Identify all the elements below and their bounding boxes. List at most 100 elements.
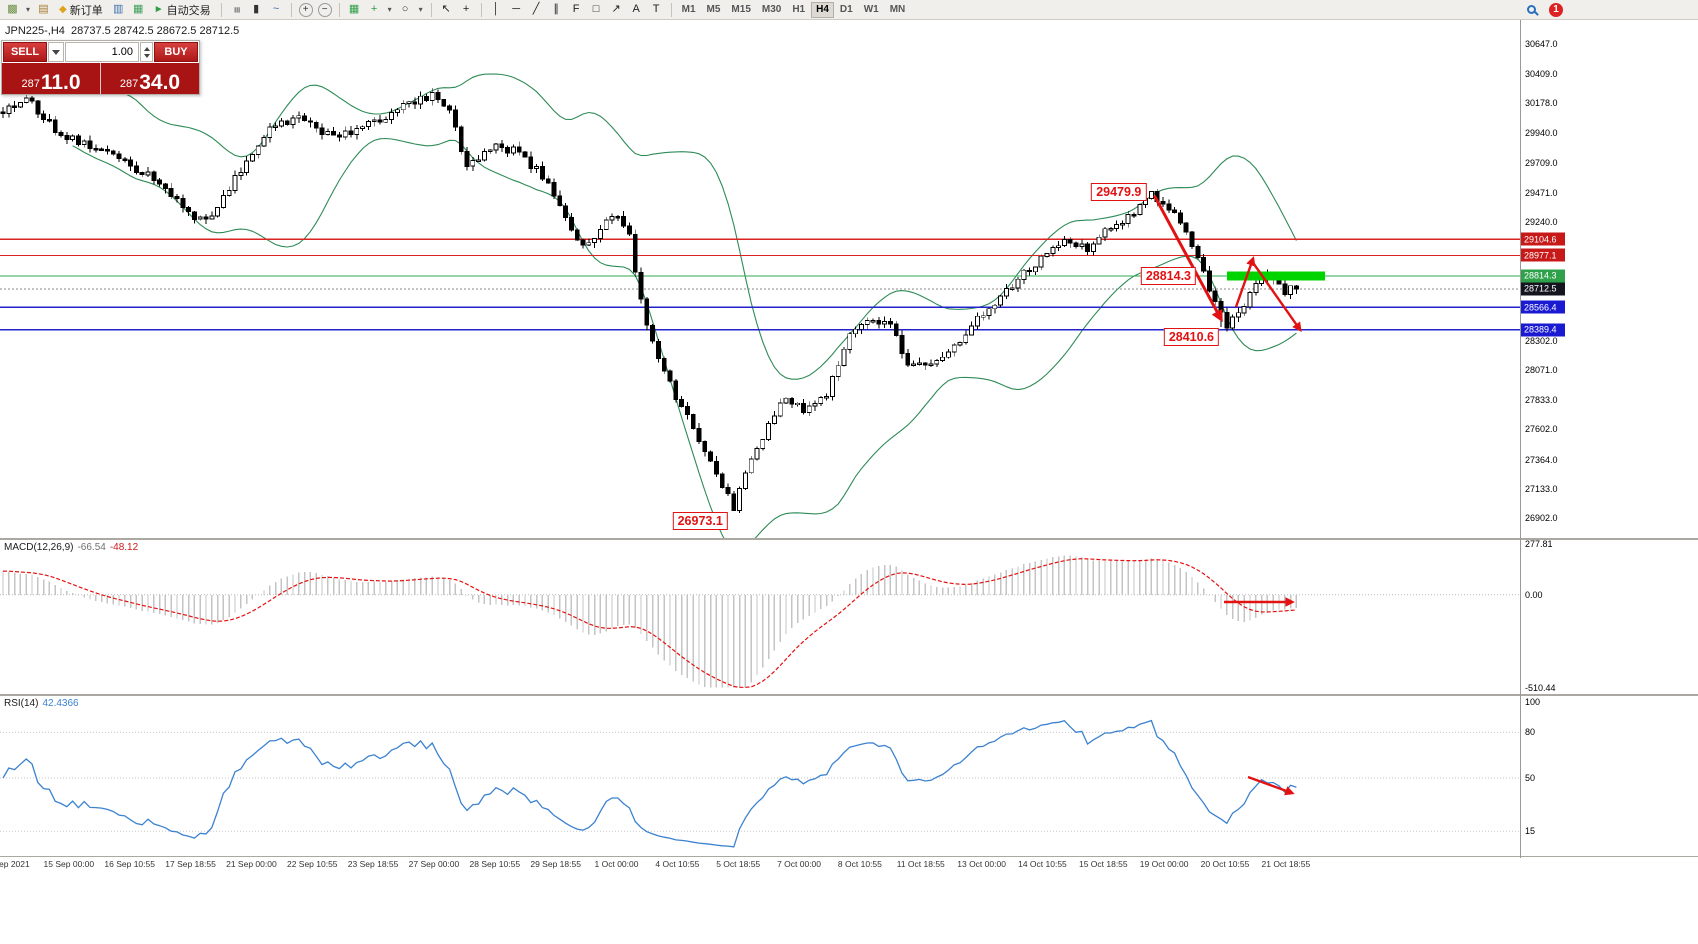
time-axis-label: 19 Oct 00:00 bbox=[1139, 859, 1189, 869]
new-chart-icon[interactable]: ▩ bbox=[7, 3, 18, 15]
cursor-icon[interactable]: ↖ bbox=[441, 3, 451, 15]
crosshair-icon[interactable]: + bbox=[462, 3, 470, 15]
timeframe-button-d1[interactable]: D1 bbox=[839, 4, 853, 15]
buy-button[interactable]: BUY bbox=[154, 42, 198, 62]
major-low-label[interactable]: 26973.1 bbox=[672, 512, 728, 530]
peak-price-label[interactable]: 29479.9 bbox=[1091, 182, 1147, 201]
macd-axis-tick: -510.44 bbox=[1525, 683, 1556, 693]
horizontal-line-icon[interactable]: ─ bbox=[512, 3, 520, 15]
notification-badge[interactable]: 1 bbox=[1549, 2, 1563, 17]
periods-icon[interactable]: ○ bbox=[401, 3, 409, 15]
tile-windows-icon[interactable]: ▦ bbox=[348, 3, 360, 15]
breakdown-low-label[interactable]: 28410.6 bbox=[1163, 328, 1219, 347]
macd-indicator-label: MACD(12,26,9) -66.54 -48.12 bbox=[4, 542, 138, 553]
volume-decrease-button[interactable] bbox=[143, 53, 150, 58]
candlesticks bbox=[0, 88, 1299, 513]
price-axis-tick: 27833.0 bbox=[1525, 395, 1558, 406]
text-icon[interactable]: A bbox=[632, 3, 640, 15]
time-axis-label: 27 Sep 00:00 bbox=[408, 859, 460, 869]
macd-signal-value: -48.12 bbox=[109, 542, 139, 553]
pivot-line-green-axis-label: 28814.3 bbox=[1521, 269, 1565, 283]
time-axis-label: 14 Oct 10:55 bbox=[1018, 859, 1067, 869]
indicators-caret-icon[interactable]: ▾ bbox=[387, 4, 392, 14]
time-axis-label: 21 Oct 18:55 bbox=[1261, 859, 1311, 869]
indicators-icon[interactable]: + bbox=[370, 3, 378, 15]
one-click-trading-panel: SELL 1.00 BUY 287 11.0 287 34.0 bbox=[1, 40, 200, 95]
macd-panel-canvas[interactable] bbox=[0, 540, 1520, 694]
price-chart-canvas[interactable] bbox=[0, 20, 1520, 538]
trendline-icon[interactable]: ╱ bbox=[532, 3, 540, 15]
bollinger-lower-band bbox=[72, 137, 1297, 538]
new-order-button[interactable]: ◆ 新订单 bbox=[54, 1, 108, 19]
auto-trading-icon: ► bbox=[153, 4, 164, 15]
pullback-price-label[interactable]: 28814.3 bbox=[1140, 266, 1196, 285]
fibonacci-icon[interactable]: F bbox=[572, 3, 580, 15]
panel-separator[interactable] bbox=[0, 538, 1698, 540]
zoom-in-icon[interactable]: + bbox=[298, 2, 313, 17]
bounce-up-arrow bbox=[1234, 256, 1256, 308]
search-icon[interactable] bbox=[1522, 1, 1541, 19]
projected-down-arrow bbox=[1251, 260, 1302, 333]
time-axis-label: 1 Oct 00:00 bbox=[594, 859, 639, 869]
volume-input[interactable]: 1.00 bbox=[65, 42, 139, 62]
time-axis-label: 15 Oct 18:55 bbox=[1078, 859, 1128, 869]
periods-caret-icon[interactable]: ▾ bbox=[418, 4, 423, 14]
time-axis-label: 23 Sep 18:55 bbox=[347, 859, 399, 869]
timeframe-button-h1[interactable]: H1 bbox=[792, 4, 806, 15]
time-axis-label: 28 Sep 10:55 bbox=[469, 859, 521, 869]
bar-chart-icon[interactable]: ≡ bbox=[230, 6, 243, 13]
timeframe-button-m5[interactable]: M5 bbox=[706, 4, 721, 15]
timeframe-button-mn[interactable]: MN bbox=[889, 4, 906, 15]
rsi-panel-canvas[interactable] bbox=[0, 696, 1520, 856]
profiles-icon[interactable]: ▤ bbox=[38, 3, 49, 15]
zoom-out-icon[interactable]: − bbox=[317, 2, 332, 17]
price-axis-tick: 29940.0 bbox=[1525, 128, 1558, 139]
horizontal-level-lines[interactable] bbox=[0, 238, 1520, 331]
market-watch-icon[interactable]: ▥ bbox=[113, 3, 124, 15]
toolbar-separator bbox=[480, 2, 482, 17]
downtrend-arrow bbox=[1153, 194, 1223, 323]
time-axis-label: 13 Oct 00:00 bbox=[957, 859, 1006, 869]
rsi-indicator-label: RSI(14) 42.4366 bbox=[4, 698, 79, 709]
resistance-line-lower-axis-label: 28977.1 bbox=[1521, 248, 1565, 262]
text-label-icon[interactable]: T bbox=[652, 3, 660, 15]
panel-separator[interactable] bbox=[0, 694, 1698, 696]
time-axis-separator bbox=[0, 856, 1698, 857]
shapes-icon[interactable]: □ bbox=[592, 3, 600, 15]
time-axis-label: 5 Oct 18:55 bbox=[716, 859, 761, 869]
volume-dropdown-button[interactable] bbox=[48, 42, 64, 62]
volume-increase-button[interactable] bbox=[143, 46, 150, 51]
bid-price-line-axis-label: 28712.5 bbox=[1521, 282, 1565, 296]
vertical-line-icon[interactable]: │ bbox=[492, 3, 500, 15]
data-window-icon[interactable]: ▦ bbox=[133, 3, 144, 15]
line-chart-icon[interactable]: ~ bbox=[272, 3, 280, 15]
price-axis-tick: 28071.0 bbox=[1525, 365, 1558, 376]
sell-price-prefix: 287 bbox=[21, 78, 40, 90]
chart-symbol-header: JPN225-,H4 28737.5 28742.5 28672.5 28712… bbox=[5, 25, 240, 37]
price-axis-tick: 30409.0 bbox=[1525, 69, 1558, 80]
timeframe-button-h4[interactable]: H4 bbox=[811, 1, 834, 18]
timeframe-button-m1[interactable]: M1 bbox=[681, 4, 696, 15]
sell-button[interactable]: SELL bbox=[3, 42, 47, 62]
time-axis-label: 21 Sep 00:00 bbox=[226, 859, 277, 869]
macd-name: MACD(12,26,9) bbox=[4, 542, 74, 553]
timeframe-button-w1[interactable]: W1 bbox=[863, 4, 879, 15]
auto-trading-button[interactable]: ► 自动交易 bbox=[149, 1, 216, 19]
toolbar-separator bbox=[220, 2, 222, 17]
rsi-axis-tick: 80 bbox=[1525, 727, 1536, 738]
toolbar: ▩ ▾ ▤ ◆ 新订单 ▥ ▦ ► 自动交易 ≡ ▮ ~ + − ▦ + ▾ ○ ▾ ↖ + │ ─ ╱ ∥ F □ ↗ A T M1 M5 M… bbox=[0, 0, 1698, 20]
rsi-down-arrow[interactable] bbox=[1247, 775, 1295, 796]
arrows-icon[interactable]: ↗ bbox=[611, 3, 621, 15]
timeframe-button-m30[interactable]: M30 bbox=[761, 4, 782, 15]
timeframe-button-m15[interactable]: M15 bbox=[731, 4, 751, 15]
new-chart-caret-icon[interactable]: ▾ bbox=[25, 4, 30, 14]
caret-down-icon bbox=[52, 49, 60, 55]
candlestick-chart-icon[interactable]: ▮ bbox=[253, 3, 260, 15]
price-axis-tick: 26902.0 bbox=[1525, 513, 1558, 523]
green-zone-rectangle[interactable] bbox=[1227, 271, 1325, 281]
equidistant-channel-icon[interactable]: ∥ bbox=[553, 3, 559, 15]
time-axis-label: 15 Sep 00:00 bbox=[43, 859, 95, 869]
buy-price-prefix: 287 bbox=[119, 78, 139, 90]
trend-arrows[interactable] bbox=[1153, 194, 1302, 333]
